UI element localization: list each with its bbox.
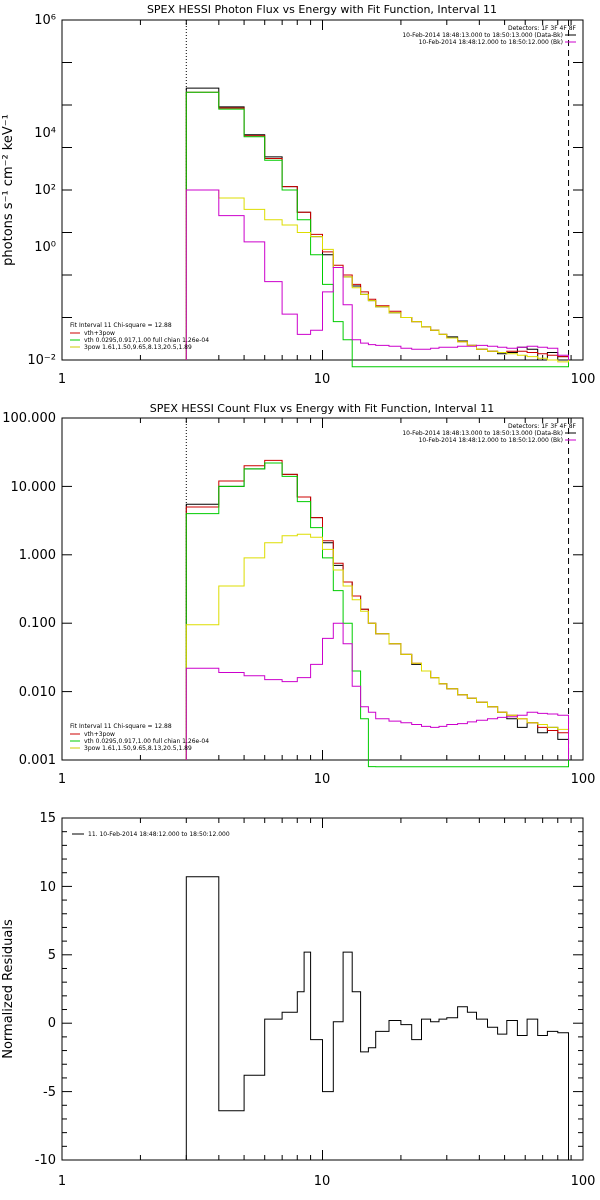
series-vth bbox=[185, 91, 569, 368]
x-tick-label-1: 1 bbox=[58, 372, 66, 387]
count-flux-title: SPEX HESSI Count Flux vs Energy with Fit… bbox=[150, 402, 494, 415]
count-flux-series-lines bbox=[185, 459, 569, 768]
y-tick-label-15: 15 bbox=[39, 811, 56, 826]
y-tick-label-0.010: 0.010 bbox=[19, 685, 56, 700]
y-tick-label-1.000: 1.000 bbox=[19, 548, 56, 563]
legend-detectors: Detectors: 1F 3F 4F 8F bbox=[508, 423, 577, 430]
count-flux-tick-marks bbox=[61, 417, 584, 761]
y-tick-label-neg5: -5 bbox=[43, 1085, 56, 1100]
photon-flux-vertical-markers bbox=[185, 20, 570, 360]
y-tick-label-neg10: -10 bbox=[35, 1153, 56, 1168]
y-tick-label-1e4: 10⁴ bbox=[34, 126, 56, 141]
residuals-tick-marks bbox=[61, 817, 584, 1161]
x-tick-label-1: 1 bbox=[58, 772, 66, 787]
photon-flux-bottom-legend: Fit Interval 11 Chi-square = 12.88 vth+3… bbox=[70, 322, 209, 351]
photon-flux-top-legend: Detectors: 1F 3F 4F 8F 10-Feb-2014 18:48… bbox=[402, 25, 576, 46]
legend-vth-3pow: vth+3pow bbox=[84, 731, 115, 738]
photon-flux-y-tick-labels: 10⁻² 10⁰ 10² 10⁴ 10⁶ bbox=[27, 13, 56, 368]
legend-fit-interval: Fit Interval 11 Chi-square = 12.88 bbox=[70, 723, 172, 730]
legend-bk: 10-Feb-2014 18:48:12.000 to 18:50:12.000… bbox=[419, 39, 563, 46]
residuals-plot-frame bbox=[61, 817, 584, 1161]
x-tick-label-1: 1 bbox=[58, 1174, 66, 1189]
y-tick-label-100.000: 100.000 bbox=[2, 411, 56, 426]
y-tick-label-10.000: 10.000 bbox=[11, 480, 57, 495]
y-tick-label-1e0: 10⁰ bbox=[34, 240, 56, 255]
residuals-y-axis-label: Normalized Residuals bbox=[1, 919, 16, 1059]
legend-vth: vth 0.0295,0.917,1.00 full chian 1.26e-0… bbox=[84, 738, 209, 745]
residuals-x-tick-labels: 1 10 100 bbox=[58, 1174, 596, 1189]
legend-data-bk: 10-Feb-2014 18:48:13.000 to 18:50:13.000… bbox=[402, 32, 563, 39]
count-flux-plot-frame bbox=[61, 417, 584, 761]
x-tick-label-10: 10 bbox=[314, 372, 331, 387]
count-flux-y-tick-labels: 0.001 0.010 0.100 1.000 10.000 100.000 bbox=[2, 411, 56, 768]
photon-flux-title: SPEX HESSI Photon Flux vs Energy with Fi… bbox=[147, 3, 497, 16]
series-3pow bbox=[185, 189, 569, 363]
series-bk bbox=[185, 189, 569, 360]
residuals-legend: 11. 10-Feb-2014 18:48:12.000 to 18:50:12… bbox=[72, 831, 230, 838]
y-tick-label-1e2: 10² bbox=[34, 183, 56, 198]
legend-vth: vth 0.0295,0.917,1.00 full chian 1.26e-0… bbox=[84, 337, 209, 344]
legend-3pow: 3pow 1.61,1.50,9.65,8.13,20.5,1.89 bbox=[84, 344, 192, 351]
y-tick-label-0.001: 0.001 bbox=[19, 753, 56, 768]
series-3pow bbox=[185, 533, 569, 760]
legend-bk: 10-Feb-2014 18:48:12.000 to 18:50:12.000… bbox=[419, 437, 563, 444]
y-tick-label-1e-2: 10⁻² bbox=[27, 353, 56, 368]
y-tick-label-10: 10 bbox=[39, 880, 56, 895]
y-tick-label-0.100: 0.100 bbox=[19, 616, 56, 631]
count-flux-bottom-legend: Fit Interval 11 Chi-square = 12.88 vth+3… bbox=[70, 723, 209, 752]
x-tick-label-100: 100 bbox=[571, 372, 596, 387]
y-tick-label-0: 0 bbox=[48, 1016, 56, 1031]
x-tick-label-100: 100 bbox=[571, 1174, 596, 1189]
x-tick-label-100: 100 bbox=[571, 772, 596, 787]
photon-flux-y-axis-label: photons s⁻¹ cm⁻² keV⁻¹ bbox=[1, 114, 16, 266]
legend-vth-3pow: vth+3pow bbox=[84, 330, 115, 337]
photon-flux-x-tick-labels: 1 10 100 bbox=[58, 372, 596, 387]
series-vth bbox=[185, 462, 569, 768]
series-bk bbox=[185, 622, 569, 760]
legend-detectors: Detectors: 1F 3F 4F 8F bbox=[508, 25, 577, 32]
legend-fit-interval: Fit Interval 11 Chi-square = 12.88 bbox=[70, 322, 172, 329]
legend-residuals: 11. 10-Feb-2014 18:48:12.000 to 18:50:12… bbox=[88, 831, 230, 838]
x-tick-label-10: 10 bbox=[314, 772, 331, 787]
count-flux-top-legend: Detectors: 1F 3F 4F 8F 10-Feb-2014 18:48… bbox=[402, 423, 576, 444]
y-tick-label-5: 5 bbox=[48, 948, 56, 963]
y-tick-label-1e6: 10⁶ bbox=[34, 13, 56, 28]
residuals-y-tick-labels: -10 -5 0 5 10 15 bbox=[35, 811, 56, 1168]
photon-flux-panel: SPEX HESSI Photon Flux vs Energy with Fi… bbox=[1, 3, 595, 387]
legend-data-bk: 10-Feb-2014 18:48:13.000 to 18:50:13.000… bbox=[402, 430, 563, 437]
count-flux-panel: SPEX HESSI Count Flux vs Energy with Fit… bbox=[2, 402, 595, 787]
legend-3pow: 3pow 1.61,1.50,9.65,8.13,20.5,1.89 bbox=[84, 745, 192, 752]
photon-flux-tick-marks bbox=[61, 19, 584, 361]
count-flux-x-tick-labels: 1 10 100 bbox=[58, 772, 596, 787]
x-tick-label-10: 10 bbox=[314, 1174, 331, 1189]
series-residuals bbox=[185, 876, 569, 1160]
residuals-series-lines bbox=[185, 876, 569, 1160]
photon-flux-series-lines bbox=[185, 87, 569, 368]
residuals-panel: Normalized Residuals 1 10 100 -10 -5 0 5… bbox=[1, 811, 595, 1189]
